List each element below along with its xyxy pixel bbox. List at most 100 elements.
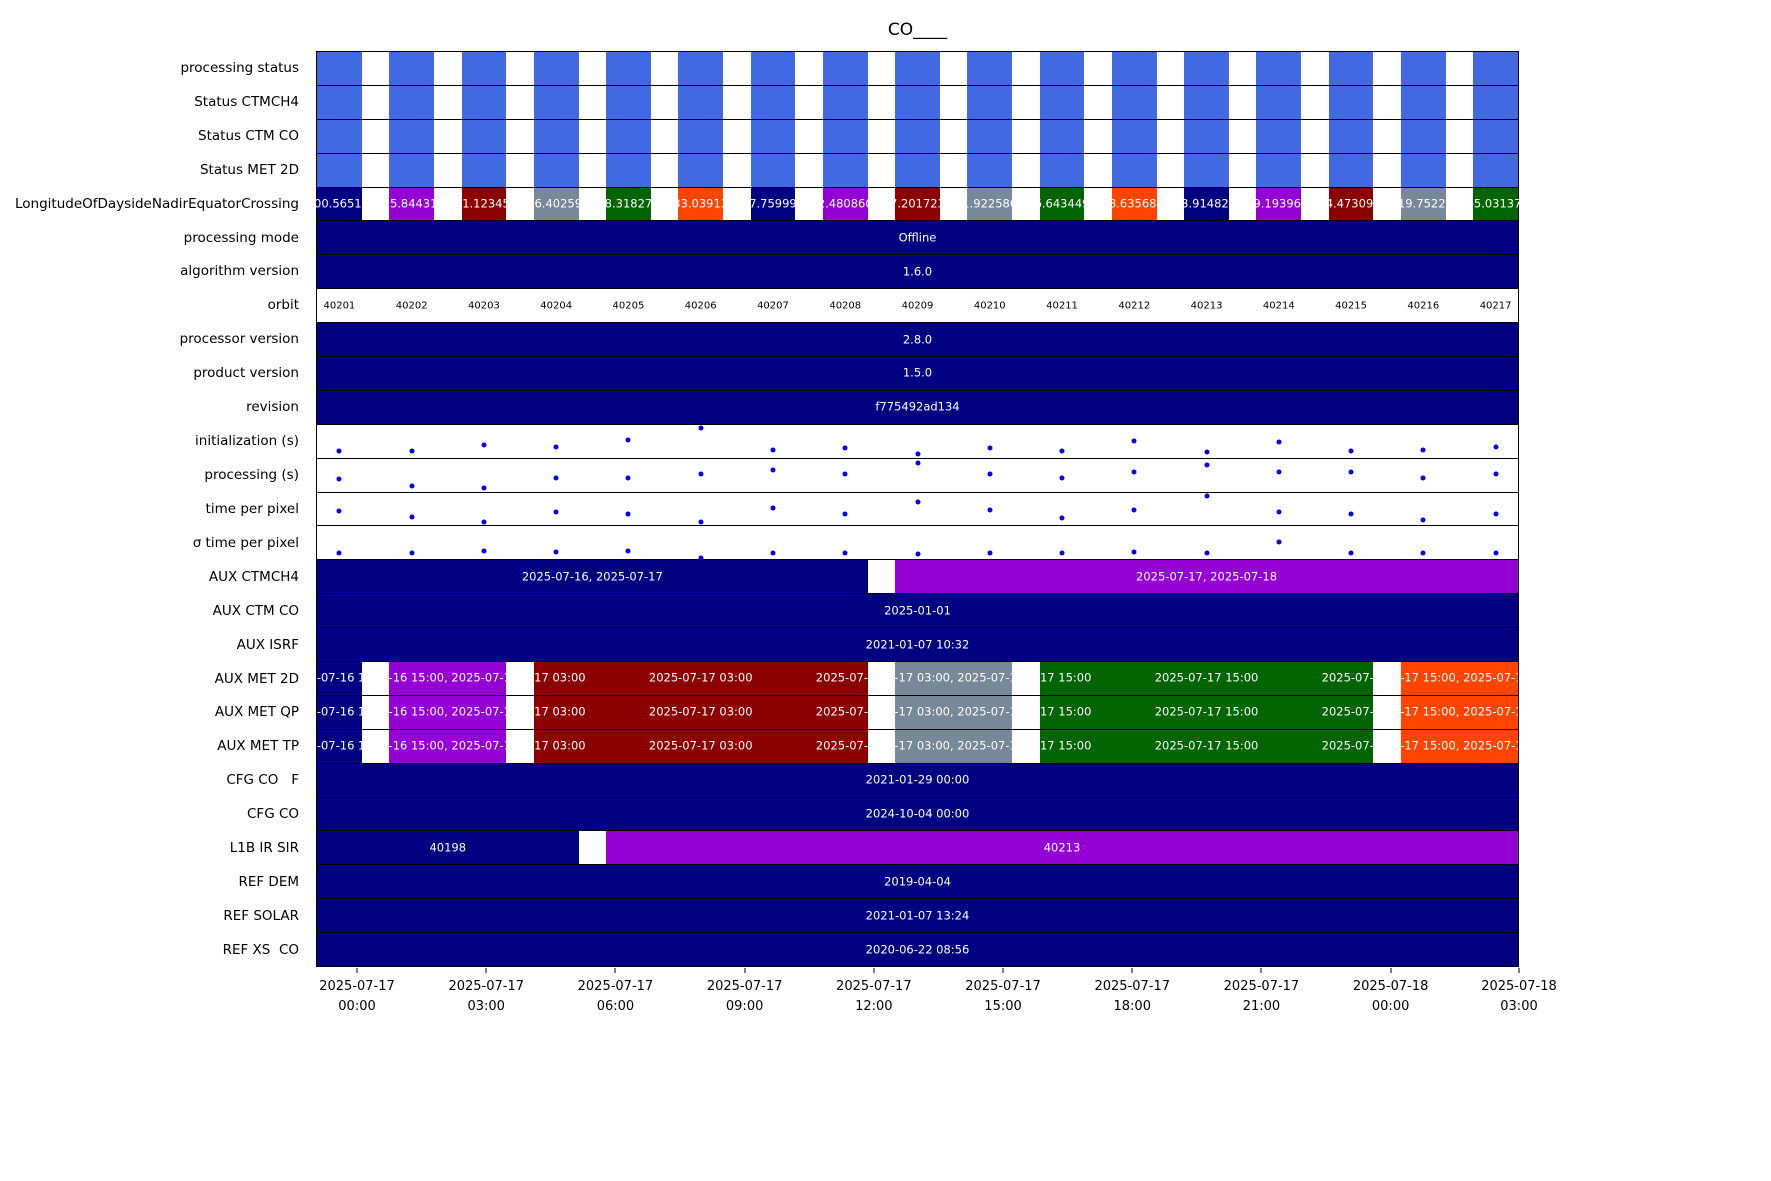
segment-label: 2024-10-04 00:00 <box>865 806 970 821</box>
orbit-value-label: 6.643449 <box>1034 196 1090 211</box>
status-bar <box>1111 153 1157 187</box>
segment-label: 2025-07-17 03:00 <box>534 704 586 719</box>
status-bar <box>1184 52 1229 85</box>
status-bar <box>895 52 940 85</box>
segment-label: 2025-01-01 <box>884 602 951 617</box>
status-bar <box>1473 119 1518 153</box>
scatter-dot <box>336 448 342 454</box>
status-bar <box>533 52 579 85</box>
value-segment: 2025-07-16 15:00 <box>317 729 362 763</box>
row-label-ref-xs-co: REF XS CO <box>222 941 299 958</box>
orbit-number: 40212 <box>1118 300 1151 312</box>
scatter-dot <box>1276 509 1282 515</box>
row-aux-ctm-co: 2025-01-01 <box>317 594 1518 629</box>
x-tick-mark <box>1131 968 1133 973</box>
x-tick-mark <box>1390 968 1392 973</box>
segment-label: 1.5.0 <box>902 365 933 380</box>
status-bar <box>678 119 724 153</box>
scatter-dot <box>1348 511 1354 517</box>
x-axis: 2025-07-17 00:00 2025-07-17 03:00 2025-07-… <box>316 968 1557 1028</box>
row-aux-met-tp: 2025-07-16 15:00 2025-07-16 15:00, 2025-0… <box>317 729 1518 764</box>
row-label-l1b-ir-sir: L1B IR SIR <box>229 840 299 857</box>
orbit-value-label: -145.0313742 <box>1455 196 1537 211</box>
status-bar <box>533 85 579 119</box>
value-segment: 2025-07-17 03:00, 2025-07-17 15:00 <box>895 695 1013 729</box>
status-bar <box>1111 52 1157 85</box>
status-bar <box>606 52 651 85</box>
status-bar <box>678 85 724 119</box>
scatter-dot <box>698 555 704 561</box>
x-tick-mark <box>1260 968 1262 973</box>
scatter-dot <box>1204 550 1210 556</box>
value-segment: 2025-07-17 03:00 2025-07-17 03:00 2025-07-… <box>533 729 868 763</box>
row-time-per-pixel <box>317 492 1518 527</box>
row-ref-dem: 2019-04-04 <box>317 865 1518 900</box>
orbit-value-label: -69.1939626 <box>1241 196 1316 211</box>
row-label-algorithm-version: algorithm version <box>180 263 299 280</box>
row-product-version: 1.5.0 <box>317 357 1518 391</box>
x-tick-mark <box>614 968 616 973</box>
row-label-product-version: product version <box>193 365 299 382</box>
status-bar <box>1111 85 1157 119</box>
status-bar <box>822 52 868 85</box>
segment-label: 2025-07-17 15:00 <box>1154 738 1259 753</box>
status-bar <box>1039 153 1085 187</box>
value-segment: 2025-07-17 15:00, 2025-07-18 03:00 <box>1400 662 1518 695</box>
status-bar <box>389 85 435 119</box>
orbit-value-label: -125.8443162 <box>371 196 453 211</box>
status-bar <box>1473 52 1518 85</box>
status-bar <box>1328 52 1374 85</box>
segment-label: 2025-07-17 03:00 <box>534 738 586 753</box>
status-bar <box>533 119 579 153</box>
scatter-dot <box>1059 475 1065 481</box>
x-tick-mark <box>356 968 358 973</box>
status-bar <box>1039 52 1085 85</box>
x-tick-label: 2025-07-17 12:00 <box>836 979 912 1014</box>
value-segment: 2021-01-29 00:00 <box>317 763 1518 797</box>
scatter-dot <box>481 519 487 525</box>
orbit-value-label: 133.039135 <box>665 196 736 211</box>
value-segment: 2021-01-07 10:32 <box>317 628 1518 662</box>
row-processing-s <box>317 458 1518 493</box>
scatter-dot <box>1059 550 1065 556</box>
orbit-value-bar <box>606 187 651 221</box>
scatter-dot <box>1493 550 1499 556</box>
scatter-dot <box>1204 449 1210 455</box>
status-bar <box>533 153 579 187</box>
orbit-value-bar <box>461 187 507 221</box>
orbit-value-bar <box>1111 187 1157 221</box>
status-bar <box>461 52 507 85</box>
segment-label: 2025-07-17 15:00 <box>1039 704 1092 719</box>
segment-label: 2025-07-17 03:00, 2025-07-17 15:00 <box>895 670 1012 685</box>
row-label-aux-isrf: AUX ISRF <box>236 636 299 653</box>
scatter-dot <box>481 485 487 491</box>
value-segment: 2025-07-17 03:00 2025-07-17 03:00 2025-07-… <box>533 662 868 695</box>
x-tick-label: 2025-07-17 21:00 <box>1223 979 1300 1014</box>
status-bar <box>678 153 724 187</box>
orbit-number: 40209 <box>901 300 934 312</box>
value-segment: 2019-04-04 <box>317 865 1518 899</box>
row-aux-isrf: 2021-01-07 10:32 <box>317 628 1518 663</box>
orbit-value-bar <box>1400 187 1446 221</box>
scatter-dot <box>770 550 776 556</box>
row-aux-met-qp: 2025-07-16 15:00 2025-07-16 15:00, 2025-0… <box>317 695 1518 730</box>
value-segment: 2025-07-17, 2025-07-18 <box>895 560 1518 594</box>
segment-label: 2025-07-16 15:00, 2025-07-17 03:00 <box>389 738 506 753</box>
row-processing-status <box>317 52 1518 86</box>
orbit-number: 40213 <box>1190 300 1223 312</box>
status-bar <box>1256 52 1302 85</box>
scatter-dot <box>1348 448 1354 454</box>
segment-label: 2025-07-17 15:00 <box>1154 670 1259 685</box>
row-label-aux-met-tp: AUX MET TP <box>217 738 299 755</box>
row-label-cfg-co-f: CFG CO F <box>226 772 299 789</box>
status-bar <box>822 153 868 187</box>
orbit-value-label: -100.565179 <box>302 196 377 211</box>
status-bar <box>967 119 1013 153</box>
value-segment: 2025-07-16 15:00 <box>317 662 362 695</box>
segment-label: 2025-07-17 03:00 <box>815 704 868 719</box>
status-bar <box>967 52 1013 85</box>
orbit-number: 40205 <box>612 300 645 312</box>
x-tick-label: 2025-07-18 00:00 <box>1352 979 1429 1014</box>
orbit-number: 40211 <box>1046 300 1078 312</box>
